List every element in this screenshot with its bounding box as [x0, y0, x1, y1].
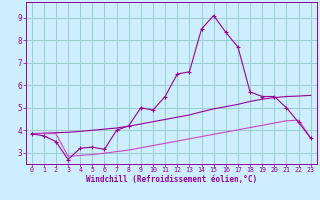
X-axis label: Windchill (Refroidissement éolien,°C): Windchill (Refroidissement éolien,°C) [86, 175, 257, 184]
